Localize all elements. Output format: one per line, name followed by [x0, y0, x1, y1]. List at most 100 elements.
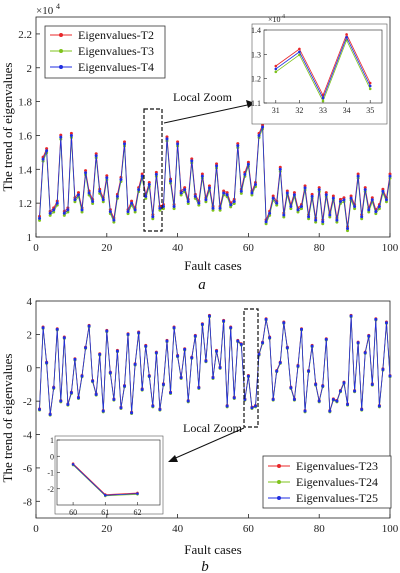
data-point: [105, 176, 109, 180]
data-point: [41, 326, 45, 330]
data-point: [69, 133, 73, 137]
data-point: [360, 408, 364, 411]
inset-y-tick-label: -1: [47, 469, 54, 478]
data-point: [321, 220, 325, 224]
data-point: [94, 154, 98, 158]
y-tick-label: 1.6: [18, 130, 32, 142]
data-point: [292, 397, 296, 401]
data-point: [140, 174, 144, 178]
data-point: [108, 210, 112, 214]
y-tick-label: -2: [23, 396, 32, 408]
data-point: [346, 227, 350, 231]
inset-x-tick-label: 62: [133, 508, 141, 517]
chart-a-exponent-base: ×10: [36, 5, 54, 17]
data-point: [367, 334, 371, 338]
data-point: [356, 341, 360, 345]
chart-a-inset-plot-area: 31 32 33 34 35 1.1 1.2 1.3 1.4: [251, 26, 383, 115]
chart-b-zoom-annotation: Local Zoom: [183, 421, 243, 435]
inset-data-point: [321, 99, 325, 103]
data-point: [300, 205, 303, 209]
data-point: [123, 142, 126, 146]
data-point: [176, 354, 180, 358]
chart-b-legend: Eigenvalues-T23 Eigenvalues-T24 Eigenvalue…: [262, 455, 392, 509]
data-point: [108, 371, 112, 375]
data-point: [179, 191, 183, 195]
data-point: [229, 203, 233, 207]
data-point: [324, 193, 328, 197]
chart-a-x-ticks: 0 20 40 60 80 100: [33, 233, 399, 254]
y-tick-label: -4: [23, 430, 33, 442]
data-point: [151, 404, 155, 408]
data-point: [133, 362, 137, 366]
legend-label: Eigenvalues-T23: [296, 459, 378, 473]
data-point: [381, 367, 385, 371]
data-point: [289, 205, 293, 209]
inset-data-point: [136, 492, 139, 495]
data-point: [126, 332, 130, 336]
data-point: [98, 189, 102, 193]
y-tick-label: 0: [27, 363, 33, 375]
data-point: [236, 339, 240, 343]
data-point: [45, 149, 49, 153]
inset-x-tick-label: 31: [272, 106, 280, 115]
y-tick-label: 2: [27, 329, 33, 341]
chart-a-exponent-power: 4: [56, 2, 60, 11]
data-point: [59, 399, 63, 403]
chart-b-frame: [35, 300, 391, 519]
data-point: [253, 183, 257, 187]
chart-a-x-axis-label: Fault cases: [184, 258, 241, 273]
chart-a-plot-area: [35, 16, 392, 238]
data-point: [218, 206, 222, 210]
data-point: [66, 402, 70, 406]
data-point: [388, 374, 392, 378]
data-point: [363, 188, 367, 192]
data-point: [307, 215, 311, 219]
data-point: [119, 406, 123, 410]
data-point: [314, 382, 318, 386]
inset-x-tick-label: 33: [319, 106, 327, 115]
legend-marker: [277, 496, 281, 500]
data-point: [384, 198, 388, 202]
chart-a-y-axis-label: The trend of eigenvalues: [0, 63, 15, 192]
data-point: [303, 409, 307, 413]
data-point: [73, 198, 77, 202]
data-point: [310, 194, 314, 198]
data-point: [360, 215, 364, 219]
data-point: [76, 396, 80, 400]
inset-y-tick-label: -2: [47, 485, 54, 494]
chart-b-plot-area: [35, 300, 392, 519]
inset-data-point: [321, 96, 325, 100]
legend-label: Eigenvalues-T3: [78, 44, 154, 58]
data-point: [222, 191, 226, 195]
data-point: [388, 174, 392, 178]
chart-b-zoom-box: [243, 308, 259, 428]
data-point: [55, 201, 59, 205]
data-point: [62, 211, 66, 215]
data-point: [62, 336, 66, 340]
data-point: [215, 349, 219, 353]
data-point: [80, 374, 84, 378]
data-point: [264, 220, 268, 224]
data-point: [268, 211, 272, 215]
data-point: [197, 201, 201, 205]
data-point: [165, 137, 169, 141]
chart-a-legend: Eigenvalues-T2 Eigenvalues-T3 Eigenvalues-…: [44, 25, 166, 79]
data-point: [346, 402, 350, 406]
y-tick-label: 2.2: [18, 29, 32, 41]
chart-b-x-axis-label: Fault cases: [184, 542, 241, 557]
data-point: [137, 188, 141, 192]
data-point: [172, 326, 176, 330]
data-point: [200, 322, 204, 326]
x-tick-label: 60: [243, 242, 255, 254]
data-point: [91, 199, 95, 203]
data-point: [119, 177, 123, 181]
chart-b-arrowhead-icon: [168, 455, 178, 462]
inset-data-point: [71, 463, 75, 466]
inset-y-tick-label: 1: [50, 436, 54, 445]
inset-y-tick-label: 1.4: [251, 26, 261, 35]
data-point: [154, 172, 158, 176]
legend-marker: [59, 49, 63, 53]
data-point: [349, 314, 353, 318]
data-point: [317, 188, 321, 192]
data-point: [349, 196, 353, 200]
